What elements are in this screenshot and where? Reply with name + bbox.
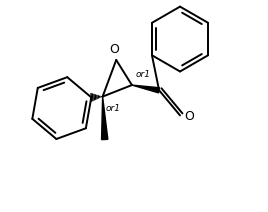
Text: or1: or1 bbox=[106, 104, 121, 113]
Text: O: O bbox=[185, 110, 195, 123]
Text: O: O bbox=[109, 43, 119, 56]
Text: or1: or1 bbox=[135, 70, 150, 79]
Polygon shape bbox=[132, 85, 160, 93]
Polygon shape bbox=[102, 97, 108, 140]
